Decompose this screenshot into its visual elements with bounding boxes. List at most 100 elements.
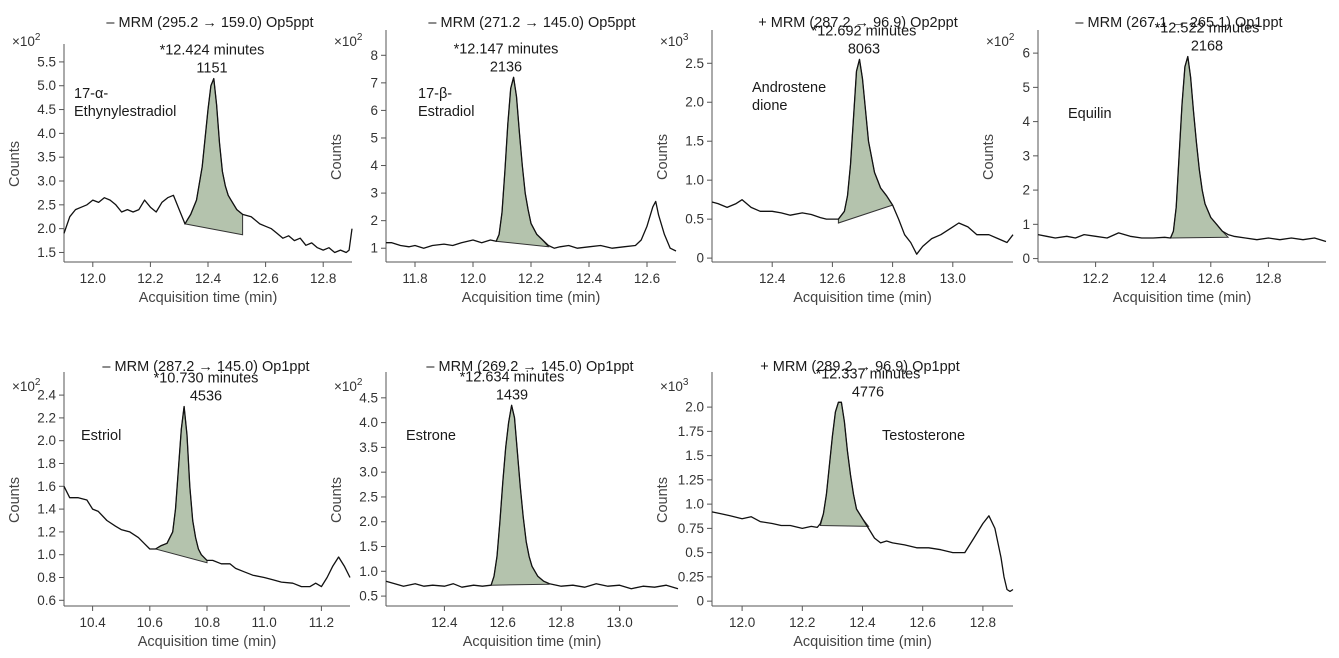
chart-title: – MRM (271.2 → 145.0) Op5ppt xyxy=(428,15,635,31)
y-tick-label: 0.5 xyxy=(685,545,704,560)
retention-time-label: *12.337 minutes xyxy=(816,366,921,382)
compound-label: Testosterone xyxy=(882,428,965,444)
y-tick-label: 1.0 xyxy=(359,564,378,579)
x-axis-label: Acquisition time (min) xyxy=(462,290,601,306)
chromatogram-trace xyxy=(63,77,353,254)
retention-time-label: *12.634 minutes xyxy=(460,369,565,385)
y-tick-label: 3.5 xyxy=(359,440,378,455)
y-tick-label: 2.5 xyxy=(685,56,704,71)
chart-panel-3: + MRM (287.2 → 96.9) Op2ppt ×103 0 0.5 1.0 1.… xyxy=(655,15,1014,306)
x-tick-label: 12.4 xyxy=(849,615,876,630)
x-tick-label: 10.6 xyxy=(137,615,163,630)
y-multiplier: ×102 xyxy=(12,32,41,49)
chromatogram-trace xyxy=(386,76,677,252)
x-tick-label: 12.2 xyxy=(518,271,544,286)
y-tick-label: 0.8 xyxy=(37,570,56,585)
chart-title: + MRM (289.2 → 96.9) Op1ppt xyxy=(760,359,959,375)
peak-area-label: 8063 xyxy=(848,41,880,57)
y-tick-label: 8 xyxy=(370,48,378,63)
x-tick-label: 12.4 xyxy=(1140,271,1167,286)
y-tick-label: 1.2 xyxy=(37,524,56,539)
y-tick-label: 2 xyxy=(370,213,378,228)
y-tick-label: 4.5 xyxy=(37,102,56,117)
x-tick-label: 12.6 xyxy=(252,271,278,286)
x-tick-label: 12.4 xyxy=(431,615,458,630)
y-tick-label: 2.0 xyxy=(359,514,378,529)
x-axis-label: Acquisition time (min) xyxy=(139,290,278,306)
retention-time-label: *10.730 minutes xyxy=(154,371,259,387)
x-tick-label: 12.6 xyxy=(1198,271,1224,286)
y-tick-label: 0 xyxy=(1022,251,1030,266)
compound-label: Equilin xyxy=(1068,106,1112,122)
x-axis-label: Acquisition time (min) xyxy=(138,634,277,650)
compound-label: Estriol xyxy=(81,428,121,444)
y-tick-label: 2.0 xyxy=(685,95,704,110)
y-tick-label: 1.0 xyxy=(685,497,704,512)
y-tick-label: 4.0 xyxy=(359,415,378,430)
y-tick-label: 3.0 xyxy=(359,465,378,480)
compound-label: 17-α- xyxy=(74,86,108,102)
y-axis-label: Counts xyxy=(7,477,23,523)
peak-area-label: 1439 xyxy=(496,387,528,403)
x-tick-label: 10.4 xyxy=(79,615,106,630)
y-tick-label: 5.0 xyxy=(37,78,56,93)
x-tick-label: 12.8 xyxy=(1255,271,1281,286)
chromatogram-trace xyxy=(711,58,1014,255)
y-tick-label: 2 xyxy=(1022,183,1030,198)
y-tick-label: 2.0 xyxy=(37,433,56,448)
peak-area-label: 2136 xyxy=(490,59,522,75)
x-tick-label: 12.6 xyxy=(634,271,660,286)
chart-title: – MRM (269.2 → 145.0) Op1ppt xyxy=(426,359,633,375)
y-axis-label: Counts xyxy=(655,477,671,523)
y-tick-label: 2.0 xyxy=(685,400,704,415)
y-tick-label: 3 xyxy=(1022,148,1030,163)
y-axis-label: Counts xyxy=(329,477,345,523)
chart-panel-4: – MRM (267.1 → 265.1) Op1ppt ×102 0 1 2 3 4 5 6 1… xyxy=(981,15,1327,306)
peak-area-fill xyxy=(490,405,550,586)
y-tick-label: 1.4 xyxy=(37,502,56,517)
y-tick-label: 6 xyxy=(1022,46,1030,61)
y-tick-label: 1.8 xyxy=(37,456,56,471)
y-tick-label: 1.5 xyxy=(359,539,378,554)
y-tick-label: 1.5 xyxy=(37,245,56,260)
peak-area-label: 2168 xyxy=(1191,39,1223,55)
y-tick-label: 4.5 xyxy=(359,390,378,405)
retention-time-label: *12.424 minutes xyxy=(160,43,265,59)
y-axis-label: Counts xyxy=(7,141,23,187)
peak-area-fill xyxy=(184,78,244,236)
y-multiplier: ×102 xyxy=(334,32,363,49)
y-multiplier: ×102 xyxy=(12,377,41,394)
x-tick-label: 12.2 xyxy=(1082,271,1108,286)
y-tick-label: 3.0 xyxy=(37,174,56,189)
retention-time-label: *12.147 minutes xyxy=(454,41,559,57)
y-tick-label: 1 xyxy=(1022,217,1030,232)
y-tick-label: 6 xyxy=(370,103,378,118)
y-tick-label: 0 xyxy=(696,251,704,266)
compound-label: dione xyxy=(752,98,787,114)
x-tick-label: 12.6 xyxy=(490,615,516,630)
y-tick-label: 0.25 xyxy=(678,569,704,584)
x-tick-label: 12.8 xyxy=(879,271,905,286)
y-multiplier: ×102 xyxy=(986,32,1015,49)
y-axis-label: Counts xyxy=(655,134,671,180)
x-tick-label: 12.0 xyxy=(729,615,755,630)
y-tick-label: 3.5 xyxy=(37,150,56,165)
x-tick-label: 12.4 xyxy=(195,271,222,286)
y-tick-label: 2.5 xyxy=(359,489,378,504)
chromatogram-trace xyxy=(1037,55,1327,243)
x-tick-label: 12.4 xyxy=(759,271,786,286)
y-tick-label: 0.6 xyxy=(37,593,56,608)
x-tick-label: 12.8 xyxy=(548,615,574,630)
chart-panel-1: – MRM (295.2 → 159.0) Op5ppt ×102 1.5 2.0 2.… xyxy=(7,15,353,306)
compound-label: Estrone xyxy=(406,428,456,444)
x-tick-label: 12.0 xyxy=(460,271,486,286)
x-axis-label: Acquisition time (min) xyxy=(463,634,602,650)
y-tick-label: 2.5 xyxy=(37,197,56,212)
x-axis-label: Acquisition time (min) xyxy=(793,634,932,650)
y-tick-label: 2.0 xyxy=(37,221,56,236)
x-axis-label: Acquisition time (min) xyxy=(793,290,932,306)
y-tick-label: 4 xyxy=(1022,114,1030,129)
y-tick-label: 2.2 xyxy=(37,410,56,425)
y-multiplier: ×102 xyxy=(334,377,363,394)
